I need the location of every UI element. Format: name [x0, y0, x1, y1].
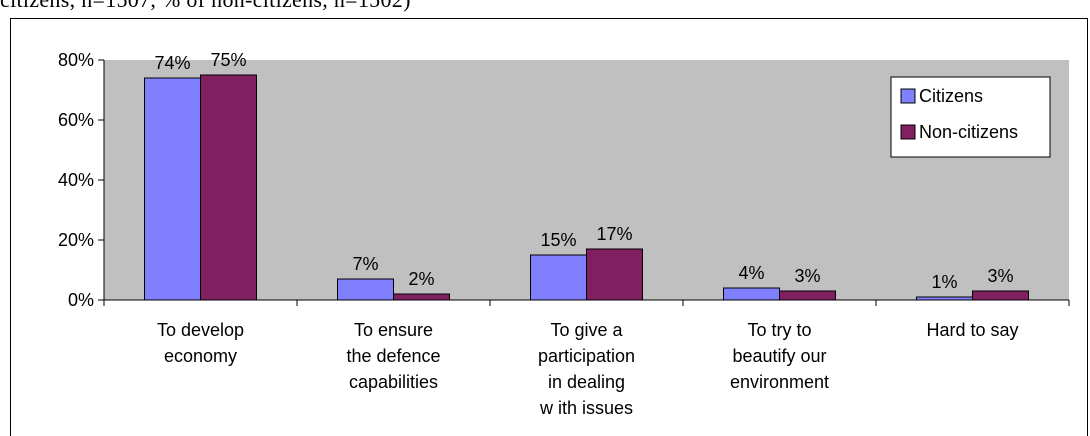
- x-category-label: To develop economy: [157, 320, 244, 366]
- bar-citizens-0: [144, 77, 201, 301]
- data-label: 75%: [210, 50, 246, 70]
- y-tick-label: 40%: [58, 170, 94, 190]
- bar-citizens-1: [337, 278, 394, 301]
- data-label: 17%: [596, 224, 632, 244]
- x-category-label-line: Hard to say: [926, 320, 1018, 340]
- bar-non-citizens-0: [200, 74, 257, 301]
- x-category-label-line: environment: [730, 372, 829, 392]
- x-category-label-line: To give a: [550, 320, 623, 340]
- bars-layer: [144, 74, 1029, 301]
- data-label: 3%: [987, 266, 1013, 286]
- legend-label: Citizens: [919, 86, 983, 106]
- x-category-label: To try to beautify our environment: [730, 320, 829, 392]
- data-label: 74%: [154, 53, 190, 73]
- axis-layer: [98, 59, 1070, 306]
- legend-label: Non-citizens: [919, 122, 1018, 142]
- data-label: 7%: [352, 254, 378, 274]
- data-label: 2%: [408, 269, 434, 289]
- y-tick-label: 0%: [68, 290, 94, 310]
- bar-citizens-2: [530, 254, 587, 301]
- x-category-label-line: To develop: [157, 320, 244, 340]
- x-category-label-line: w ith issues: [539, 398, 633, 418]
- chart-header-text: citizens, n=1507, % of non-citizens, n=1…: [0, 0, 411, 13]
- legend: Citizens Non-citizens: [890, 76, 1051, 158]
- bar-non-citizens-3: [779, 290, 836, 301]
- y-tick-label: 80%: [58, 50, 94, 70]
- data-label: 4%: [738, 263, 764, 283]
- labels-layer: 74% 7% 15% 4% 1% 75% 2% 17% 3% 3% 0% 20% 40% 60% 80% To…: [58, 50, 1019, 418]
- x-category-label-line: participation: [538, 346, 635, 366]
- data-label: 3%: [794, 266, 820, 286]
- bar-non-citizens-4: [972, 290, 1029, 301]
- data-label: 1%: [931, 272, 957, 292]
- legend-box: [890, 76, 1051, 158]
- y-tick-label: 20%: [58, 230, 94, 250]
- x-category-label: To ensure the defence capabilities: [346, 320, 440, 392]
- x-category-label-line: To ensure: [354, 320, 433, 340]
- data-label: 15%: [540, 230, 576, 250]
- bar-non-citizens-1: [393, 293, 450, 301]
- x-category-label: Hard to say: [926, 320, 1018, 340]
- bar-citizens-3: [723, 287, 780, 301]
- bar-non-citizens-2: [586, 248, 643, 301]
- x-category-label-line: To try to: [747, 320, 811, 340]
- x-category-label-line: the defence: [346, 346, 440, 366]
- x-category-label-line: beautify our: [732, 346, 826, 366]
- chart-frame: [10, 18, 1088, 436]
- legend-swatch-non-citizens: [900, 124, 916, 140]
- y-tick-label: 60%: [58, 110, 94, 130]
- legend-swatch-citizens: [900, 88, 916, 104]
- x-category-label: To give a participation in dealing w ith is…: [538, 320, 635, 418]
- x-category-label-line: in dealing: [548, 372, 625, 392]
- x-category-label-line: economy: [164, 346, 237, 366]
- x-category-label-line: capabilities: [349, 372, 438, 392]
